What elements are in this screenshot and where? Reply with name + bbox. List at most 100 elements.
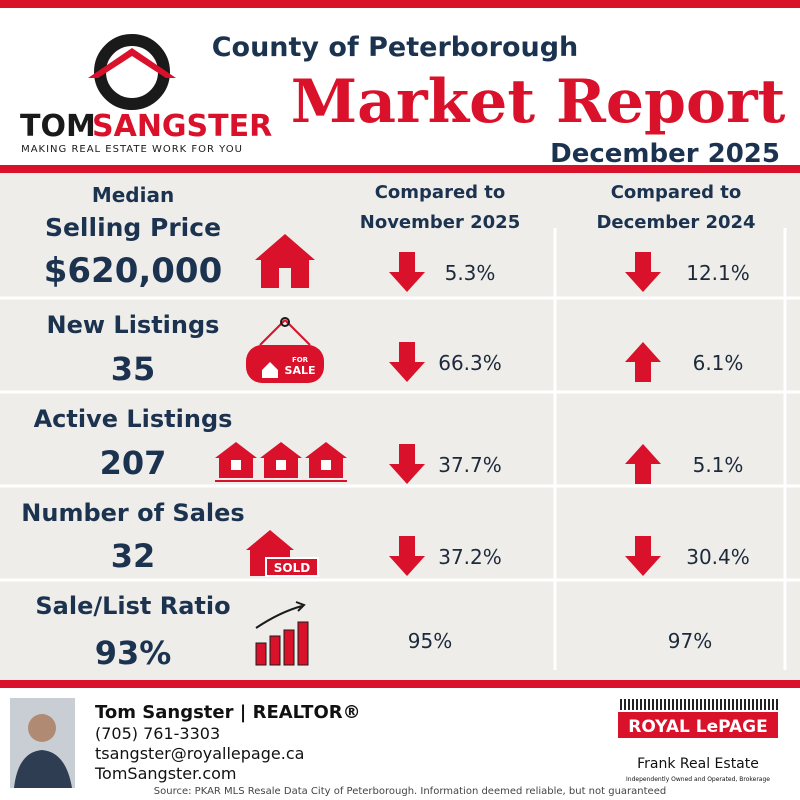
stripe: [624, 699, 626, 710]
logo: [88, 34, 176, 110]
arrow-up: [625, 444, 661, 484]
stripe: [672, 699, 674, 710]
stripe: [656, 699, 658, 710]
arrow-down: [625, 536, 661, 576]
stripe: [724, 699, 726, 710]
arrow-down: [389, 444, 425, 484]
stripe: [776, 699, 778, 710]
change-value: 12.1%: [686, 261, 750, 285]
stripe: [740, 699, 742, 710]
metric-value: $620,000: [44, 251, 223, 291]
stripe: [764, 699, 766, 710]
stripe: [756, 699, 758, 710]
footer-bar: [0, 680, 800, 688]
metric-label: Selling Price: [45, 213, 221, 242]
column-header: Compared to: [611, 182, 742, 203]
top-bar: [0, 0, 800, 8]
brand-first: TOM: [20, 109, 96, 144]
change-value: 5.3%: [445, 261, 496, 285]
metric-label: New Listings: [47, 311, 220, 339]
brokerage-brand: ROYAL LePAGE: [628, 717, 768, 737]
metric-label: Number of Sales: [21, 499, 244, 527]
icon-growth: [255, 601, 309, 666]
arrow-up: [625, 342, 661, 382]
stripe: [752, 699, 754, 710]
metric-value: 32: [111, 537, 156, 575]
header-bar: [0, 165, 800, 173]
stripe: [768, 699, 770, 710]
stripe: [728, 699, 730, 710]
stripe: [684, 699, 686, 710]
stripe: [640, 699, 642, 710]
website: TomSangster.com: [94, 764, 237, 783]
change-value: 95%: [408, 629, 452, 653]
change-value: 37.7%: [438, 453, 502, 477]
stripe: [748, 699, 750, 710]
stripe: [680, 699, 682, 710]
row-separators: [0, 228, 800, 670]
metric-label: Active Listings: [34, 405, 233, 433]
stripe: [688, 699, 690, 710]
change-value: 37.2%: [438, 545, 502, 569]
stripe: [628, 699, 630, 710]
phone: (705) 761-3303: [95, 724, 220, 743]
stripe: [696, 699, 698, 710]
stripe: [632, 699, 634, 710]
tagline: MAKING REAL ESTATE WORK FOR YOU: [21, 144, 243, 155]
agent-name: Tom Sangster | REALTOR®: [95, 702, 361, 723]
icon-house: [255, 234, 315, 288]
stripe: [692, 699, 694, 710]
change-value: 5.1%: [693, 453, 744, 477]
stripe: [648, 699, 650, 710]
metric-value: 207: [100, 444, 167, 482]
svg-text:SALE: SALE: [285, 364, 316, 377]
change-value: 66.3%: [438, 351, 502, 375]
stripe: [668, 699, 670, 710]
column-header: November 2025: [360, 212, 520, 233]
stripe: [712, 699, 714, 710]
stripe: [716, 699, 718, 710]
column-header: December 2024: [596, 212, 755, 233]
source: Source: PKAR MLS Resale Data City of Pet…: [154, 786, 666, 797]
stripe: [732, 699, 734, 710]
icon-houses: [215, 442, 347, 482]
arrow-down: [389, 252, 425, 292]
stripe: [700, 699, 702, 710]
brand-last: SANGSTER: [92, 109, 272, 144]
period: December 2025: [550, 139, 780, 169]
metric-value: 93%: [95, 634, 172, 672]
email: tsangster@royallepage.ca: [95, 744, 304, 763]
stripe: [664, 699, 666, 710]
change-value: 97%: [668, 629, 712, 653]
column-header: Compared to: [375, 182, 506, 203]
svg-text:SOLD: SOLD: [274, 561, 310, 575]
region: County of Peterborough: [212, 32, 579, 63]
stripe: [644, 699, 646, 710]
stripe: [736, 699, 738, 710]
brokerage-note: Independently Owned and Operated, Broker…: [626, 776, 770, 783]
stripe: [652, 699, 654, 710]
metric-value: 35: [111, 350, 156, 388]
title: Market Report: [291, 67, 786, 137]
stripe: [744, 699, 746, 710]
brokerage-name: Frank Real Estate: [637, 756, 759, 772]
stripe: [760, 699, 762, 710]
metric-label: Median: [92, 183, 174, 207]
arrow-down: [389, 536, 425, 576]
stripe: [676, 699, 678, 710]
icon-for-sale: FOR SALE: [246, 317, 324, 383]
arrow-down: [625, 252, 661, 292]
brokerage-box: [618, 712, 778, 738]
stripe: [636, 699, 638, 710]
svg-text:FOR: FOR: [292, 356, 309, 364]
stripe: [704, 699, 706, 710]
stripe: [772, 699, 774, 710]
brokerage-stripes: [620, 699, 778, 710]
stripe: [720, 699, 722, 710]
photo: [10, 698, 75, 788]
metric-label: Sale/List Ratio: [35, 592, 230, 620]
change-value: 6.1%: [693, 351, 744, 375]
change-value: 30.4%: [686, 545, 750, 569]
stripe: [620, 699, 622, 710]
